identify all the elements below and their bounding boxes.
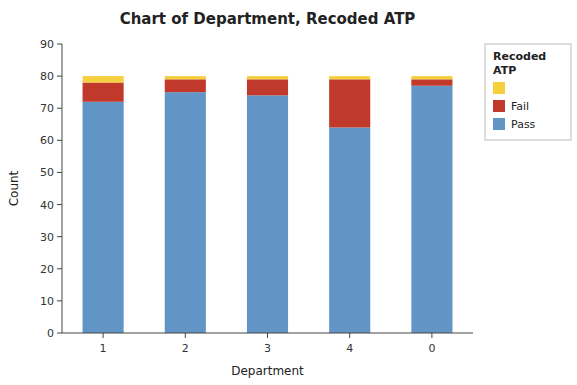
bar <box>247 79 288 95</box>
bar <box>411 76 452 79</box>
y-tick <box>57 300 62 301</box>
legend-label: Fail <box>511 100 529 113</box>
x-tick-label: 1 <box>100 342 107 355</box>
bar <box>165 79 206 92</box>
bar <box>247 95 288 333</box>
y-tick <box>57 44 62 45</box>
x-tick-label: 2 <box>182 342 189 355</box>
y-axis-line <box>62 44 63 333</box>
x-tick <box>267 333 268 338</box>
bar <box>83 102 124 333</box>
bar <box>83 76 124 82</box>
y-tick-label: 50 <box>40 166 54 179</box>
x-tick-label: 4 <box>346 342 353 355</box>
x-tick-label: 3 <box>264 342 271 355</box>
x-tick-label: 0 <box>428 342 435 355</box>
y-tick-label: 0 <box>47 327 54 340</box>
y-tick <box>57 236 62 237</box>
bar <box>411 79 452 85</box>
x-tick <box>103 333 104 338</box>
legend-label: Pass <box>511 118 536 131</box>
axes: 010203040506070809012340 <box>40 38 473 355</box>
y-tick <box>57 333 62 334</box>
y-tick <box>57 172 62 173</box>
y-tick <box>57 268 62 269</box>
chart: Chart of Department, Recoded ATP01020304… <box>0 0 577 385</box>
bar <box>247 76 288 79</box>
bar <box>83 83 124 102</box>
y-tick <box>57 108 62 109</box>
legend-box <box>485 44 571 140</box>
y-axis-label: Count <box>7 170 21 206</box>
y-tick-label: 10 <box>40 295 54 308</box>
bar <box>329 79 370 127</box>
x-axis-label: Department <box>231 364 304 378</box>
legend-title: RecodedATP <box>493 50 546 77</box>
legend-swatch <box>493 118 505 130</box>
bars <box>83 76 453 333</box>
y-tick-label: 70 <box>40 102 54 115</box>
bar <box>411 86 452 333</box>
y-tick-label: 90 <box>40 38 54 51</box>
bar <box>329 76 370 79</box>
y-tick-label: 60 <box>40 134 54 147</box>
y-tick-label: 30 <box>40 231 54 244</box>
bar <box>329 127 370 333</box>
y-tick-label: 40 <box>40 199 54 212</box>
x-tick <box>431 333 432 338</box>
x-tick <box>349 333 350 338</box>
y-tick-label: 80 <box>40 70 54 83</box>
legend-swatch <box>493 82 505 94</box>
y-tick <box>57 140 62 141</box>
y-tick <box>57 76 62 77</box>
y-tick <box>57 204 62 205</box>
legend: RecodedATP Fail Pass <box>485 44 571 140</box>
y-tick-label: 20 <box>40 263 54 276</box>
legend-swatch <box>493 100 505 112</box>
bar <box>165 76 206 79</box>
bar <box>165 92 206 333</box>
x-tick <box>185 333 186 338</box>
title: Chart of Department, Recoded ATP <box>120 10 416 28</box>
